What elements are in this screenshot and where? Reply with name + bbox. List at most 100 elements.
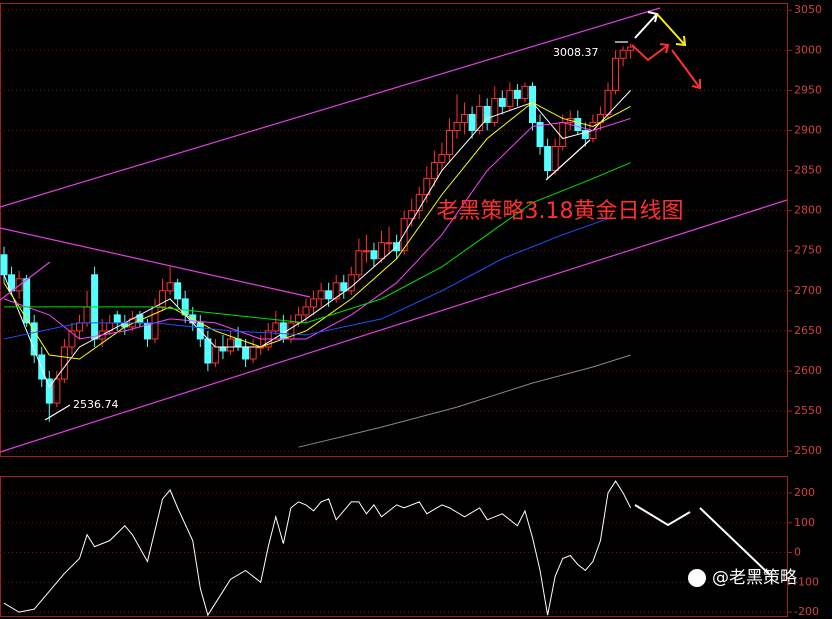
y-tick-label: 2550 bbox=[794, 404, 822, 417]
indicator-line bbox=[3, 480, 632, 617]
arrow-head bbox=[691, 79, 701, 90]
candle-body bbox=[332, 282, 340, 300]
y-tick-label: 2950 bbox=[794, 83, 822, 96]
candle-body bbox=[438, 154, 446, 164]
candle-body bbox=[551, 146, 559, 172]
candle-body bbox=[513, 89, 521, 99]
y-tick-label: 2850 bbox=[794, 164, 822, 177]
candle-body bbox=[219, 346, 227, 352]
candle-body bbox=[619, 49, 627, 59]
candle-body bbox=[310, 298, 318, 308]
candle-body bbox=[204, 338, 212, 364]
ma-line bbox=[4, 162, 631, 324]
watermark: @老黑策略 bbox=[712, 568, 797, 588]
candle-body bbox=[174, 282, 182, 300]
y-tick-label: 0 bbox=[794, 546, 801, 559]
candle-body bbox=[159, 290, 167, 308]
y-tick-label: 200 bbox=[794, 486, 815, 499]
support-line bbox=[545, 139, 591, 181]
arrow-red bbox=[631, 44, 669, 62]
candle-body bbox=[30, 322, 38, 356]
short-line bbox=[0, 261, 51, 301]
ma-line bbox=[3, 117, 631, 340]
candle-body bbox=[302, 306, 310, 316]
candle-body bbox=[272, 322, 280, 332]
candle-body bbox=[347, 274, 355, 292]
channel-lower bbox=[0, 199, 788, 453]
annotation: 3008.37 bbox=[553, 46, 599, 59]
low-line bbox=[44, 404, 71, 421]
y-tick-label: 2800 bbox=[794, 204, 822, 217]
y-tick-label: 2700 bbox=[794, 284, 822, 297]
candle-body bbox=[627, 46, 635, 51]
candle-body bbox=[612, 57, 620, 91]
candle-body bbox=[476, 105, 484, 131]
candle-body bbox=[536, 121, 544, 148]
candle-body bbox=[53, 378, 61, 404]
candle-body bbox=[317, 290, 325, 300]
candle-body bbox=[468, 113, 476, 131]
candle-body bbox=[23, 278, 31, 324]
candle-body bbox=[355, 250, 363, 276]
candle-body bbox=[38, 354, 46, 380]
candle-body bbox=[45, 378, 53, 404]
y-tick-label: -200 bbox=[794, 605, 819, 618]
candle-body bbox=[423, 178, 431, 196]
channel-upper bbox=[0, 7, 661, 208]
y-tick-label: 3050 bbox=[794, 3, 822, 16]
candle-body bbox=[430, 162, 438, 180]
candle-body bbox=[362, 250, 370, 253]
candle-body bbox=[581, 129, 589, 139]
y-tick-label: 2900 bbox=[794, 123, 822, 136]
candle-body bbox=[445, 129, 453, 156]
arrow-sub bbox=[634, 504, 691, 527]
candle-body bbox=[483, 105, 491, 123]
y-tick-label: 100 bbox=[794, 516, 815, 529]
trend-lines bbox=[0, 7, 788, 453]
candle-body bbox=[506, 89, 514, 107]
candle-body bbox=[68, 330, 76, 348]
candle-body bbox=[325, 290, 333, 300]
candle-body bbox=[604, 89, 612, 115]
arrow-sub bbox=[699, 507, 771, 576]
y-tick-label: 2500 bbox=[794, 444, 822, 457]
candle-body bbox=[166, 282, 174, 292]
logo bbox=[688, 569, 706, 587]
candle-body bbox=[498, 97, 506, 107]
candle-body bbox=[83, 306, 91, 324]
arrow-white bbox=[634, 13, 658, 39]
y-tick-label: -100 bbox=[794, 575, 819, 588]
candle-body bbox=[453, 121, 461, 131]
y-tick-label: 2600 bbox=[794, 364, 822, 377]
candle-body bbox=[574, 117, 582, 131]
main-frame bbox=[0, 3, 788, 457]
candle-body bbox=[559, 121, 567, 148]
ma-line bbox=[298, 354, 631, 448]
candle-body bbox=[279, 322, 287, 340]
ma-line bbox=[3, 218, 609, 340]
candle-body bbox=[378, 242, 385, 260]
candle-body bbox=[211, 346, 219, 364]
candle-body bbox=[544, 146, 552, 172]
candle-body bbox=[227, 338, 234, 352]
sub-frame bbox=[0, 476, 788, 617]
candle-body bbox=[294, 314, 302, 324]
y-tick-label: 3000 bbox=[794, 43, 822, 56]
arrow-head bbox=[659, 43, 670, 54]
arrow-red bbox=[671, 49, 701, 89]
candle-body bbox=[385, 242, 393, 245]
arrow-head bbox=[675, 35, 687, 47]
ma-line bbox=[3, 101, 631, 360]
chart-title: 老黑策略3.18黄金日线图 bbox=[437, 199, 684, 224]
candle-body bbox=[461, 113, 469, 123]
y-tick-label: 2650 bbox=[794, 324, 822, 337]
candle-body bbox=[370, 250, 378, 260]
candle-body bbox=[60, 346, 68, 380]
candle-body bbox=[249, 346, 257, 360]
candle-body bbox=[113, 314, 121, 324]
candle-body bbox=[76, 322, 83, 332]
arrows bbox=[631, 11, 771, 576]
